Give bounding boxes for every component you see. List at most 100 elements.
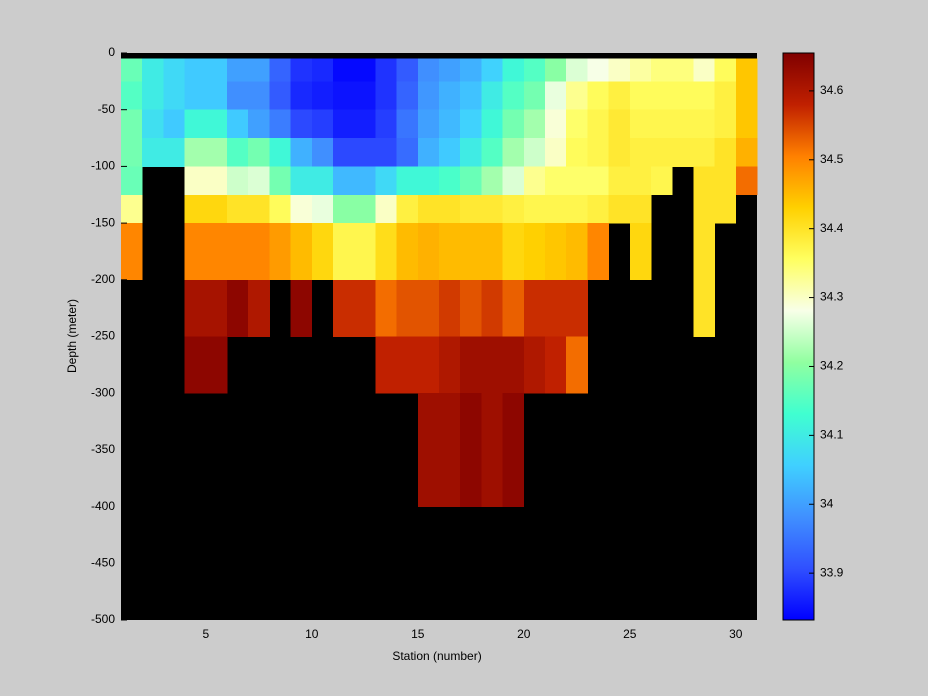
cell (566, 81, 588, 111)
cell (269, 166, 291, 196)
y-tick-label: -200 (91, 272, 115, 286)
cell (375, 166, 397, 196)
cell (163, 81, 185, 111)
cell (460, 166, 482, 196)
cell (714, 109, 737, 139)
cell (439, 166, 461, 196)
cell (417, 223, 440, 281)
cell (629, 194, 652, 224)
cell (311, 81, 334, 111)
y-tick-label: -350 (91, 442, 115, 456)
cell (333, 279, 355, 337)
cell (333, 81, 355, 111)
cell (354, 81, 376, 111)
cell (269, 223, 291, 281)
cell (693, 138, 715, 167)
cell (311, 58, 334, 82)
cell (629, 138, 652, 167)
cell (608, 138, 631, 167)
cell (205, 194, 228, 224)
cell (290, 81, 313, 111)
x-tick-label: 10 (305, 627, 319, 641)
cell (481, 81, 503, 111)
cell (629, 166, 652, 196)
cell (396, 223, 419, 281)
cell (311, 109, 334, 139)
cell (460, 223, 482, 281)
cell (354, 109, 376, 139)
cell (502, 58, 525, 82)
cell (205, 109, 228, 139)
cell (333, 223, 355, 281)
cell (375, 223, 397, 281)
cell (396, 194, 419, 224)
cell (502, 166, 525, 196)
cell (587, 58, 609, 82)
cell (333, 194, 355, 224)
cell (290, 279, 313, 337)
cell (375, 279, 397, 337)
cell (460, 81, 482, 111)
cell (481, 336, 503, 394)
cell (587, 138, 609, 167)
cell (121, 109, 143, 139)
cell (142, 138, 164, 167)
y-tick-label: -450 (91, 555, 115, 569)
cell (396, 81, 419, 111)
cell (290, 58, 313, 82)
cell (333, 166, 355, 196)
cell (396, 109, 419, 139)
cell (672, 81, 694, 111)
colorbar-tick-label: 34.4 (820, 221, 844, 235)
cell (481, 109, 503, 139)
cell (269, 138, 291, 167)
cell (651, 81, 673, 111)
colorbar-tick-label: 34.3 (820, 290, 844, 304)
cell (205, 166, 228, 196)
cell (439, 194, 461, 224)
cell (714, 138, 737, 167)
cell (651, 58, 673, 82)
y-tick-label: -100 (91, 159, 115, 173)
y-tick-label: 0 (108, 45, 115, 59)
cell (417, 58, 440, 82)
x-tick-label: 5 (202, 627, 209, 641)
cell (121, 194, 143, 224)
cell (693, 279, 715, 337)
cell (566, 336, 588, 394)
y-tick-label: -150 (91, 215, 115, 229)
cell (205, 279, 228, 337)
cell (735, 58, 758, 82)
cell (629, 109, 652, 139)
cell (608, 81, 631, 111)
cell (502, 279, 525, 337)
cell (460, 393, 482, 507)
cell (460, 279, 482, 337)
cell (502, 81, 525, 111)
cell (396, 166, 419, 196)
cell (184, 138, 207, 167)
cell (460, 58, 482, 82)
colorbar-tick-label: 33.9 (820, 565, 844, 579)
cell (396, 336, 419, 394)
cell (311, 223, 334, 281)
cell (608, 109, 631, 139)
cell (248, 109, 270, 139)
y-tick-label: -300 (91, 385, 115, 399)
y-tick-label: -400 (91, 499, 115, 513)
cell (311, 166, 334, 196)
y-tick-label: -500 (91, 612, 115, 626)
cell (396, 58, 419, 82)
cell (545, 109, 567, 139)
cell (184, 279, 207, 337)
cell (375, 336, 397, 394)
cell (566, 279, 588, 337)
colorbar-tick-label: 34.2 (820, 359, 844, 373)
cell (735, 109, 758, 139)
cell (481, 58, 503, 82)
cell (629, 58, 652, 82)
cell (354, 138, 376, 167)
cell (417, 279, 440, 337)
cell (502, 194, 525, 224)
